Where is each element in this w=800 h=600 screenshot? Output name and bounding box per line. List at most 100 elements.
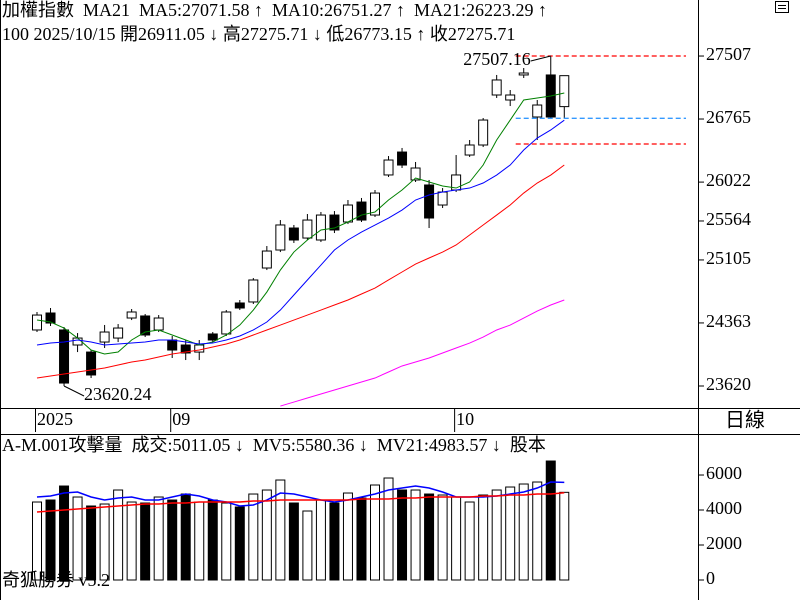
volume-bar bbox=[194, 501, 205, 581]
candle-body bbox=[153, 317, 164, 331]
candle-body bbox=[383, 159, 394, 176]
candle-body bbox=[45, 312, 56, 324]
labels: 加權指數 MA21 MA5:27071.58 ↑ MA10:26751.27 ↑ MA2… bbox=[2, 0, 751, 588]
x-tick-label: 2025 bbox=[37, 409, 73, 429]
window-icon[interactable] bbox=[775, 1, 789, 13]
volume-bar bbox=[86, 505, 97, 581]
candle-body bbox=[32, 314, 42, 331]
legend-entry: MV5:5580.36 ↓ bbox=[253, 435, 368, 455]
candle-body bbox=[424, 184, 435, 219]
candle-body bbox=[194, 344, 205, 353]
volume-bar bbox=[113, 489, 124, 581]
volume-bar bbox=[370, 484, 380, 581]
candle-body bbox=[288, 227, 299, 241]
legend-entry: 成交:5011.05 ↓ bbox=[132, 435, 244, 455]
volume-bar bbox=[221, 502, 232, 581]
candle-body bbox=[248, 279, 259, 303]
y-tick-label: 2000 bbox=[706, 533, 742, 553]
ma-line bbox=[36, 92, 565, 355]
volume-bar bbox=[329, 502, 340, 581]
volume-bar bbox=[315, 499, 326, 581]
volume-bar bbox=[180, 493, 191, 581]
candle-body bbox=[315, 214, 326, 241]
volume-bar bbox=[72, 496, 83, 581]
candle-body bbox=[180, 344, 191, 354]
volume-bar bbox=[288, 502, 299, 581]
y-tick-label: 25105 bbox=[706, 248, 751, 268]
candle-body bbox=[491, 79, 502, 96]
volume-bar bbox=[424, 493, 435, 581]
volume-bar bbox=[464, 501, 475, 581]
volume-bar bbox=[356, 497, 367, 581]
volume-plot bbox=[32, 460, 570, 581]
ma-line bbox=[36, 119, 565, 346]
candle-body bbox=[559, 75, 570, 108]
candle-body bbox=[86, 351, 97, 376]
chart-title: 加權指數 bbox=[2, 0, 74, 20]
volume-bar bbox=[518, 483, 529, 581]
ma-line bbox=[280, 299, 565, 407]
candle-body bbox=[478, 119, 489, 146]
volume-bar bbox=[559, 491, 570, 581]
y-tick-label: 6000 bbox=[706, 463, 742, 483]
volume-bar bbox=[532, 481, 543, 581]
candle-body bbox=[207, 333, 218, 341]
volume-average bbox=[36, 492, 565, 513]
volume-bar bbox=[342, 492, 353, 581]
ma-line bbox=[36, 164, 565, 379]
candle-body bbox=[167, 339, 178, 351]
volume-bar bbox=[437, 494, 448, 581]
price-plot bbox=[32, 55, 686, 407]
volume-bar bbox=[32, 501, 42, 581]
volume-bar bbox=[410, 489, 421, 581]
volume-bar bbox=[234, 506, 245, 581]
candle-body bbox=[140, 315, 151, 336]
candle-body bbox=[410, 167, 421, 181]
volume-bar bbox=[140, 502, 151, 581]
volume-bar bbox=[302, 510, 313, 581]
legend-entry: MA10:26751.27 ↑ bbox=[272, 0, 405, 20]
candle-body bbox=[234, 302, 245, 309]
candle-body bbox=[113, 327, 124, 339]
volume-bar bbox=[451, 496, 462, 581]
candle-body bbox=[72, 337, 83, 346]
volume-bar bbox=[505, 486, 516, 581]
volume-bar bbox=[275, 479, 286, 581]
candle-body bbox=[99, 331, 110, 343]
y-tick-label: 27507 bbox=[706, 44, 751, 64]
chart-subtitle: MA21 bbox=[83, 0, 130, 20]
x-tick-label: 10 bbox=[456, 409, 474, 429]
annotation-leader bbox=[63, 385, 85, 397]
y-tick-label: 26022 bbox=[706, 170, 751, 190]
candle-body bbox=[505, 94, 516, 101]
candle-body bbox=[518, 72, 529, 76]
y-tick-label: 26765 bbox=[706, 107, 751, 127]
volume-bar bbox=[397, 489, 408, 581]
volume-bar bbox=[545, 460, 556, 581]
annotation-leader bbox=[530, 55, 551, 62]
candle-body bbox=[261, 250, 272, 269]
volume-bar bbox=[383, 477, 394, 581]
legend-entry: 股本 bbox=[510, 435, 546, 455]
volume-bar bbox=[491, 489, 502, 581]
footer: 奇狐勝券 v5.2 bbox=[2, 570, 110, 590]
y-tick-label: 25564 bbox=[706, 209, 751, 229]
y-tick-label: 23620 bbox=[706, 374, 751, 394]
legend-entry: MA5:27071.58 ↑ bbox=[139, 0, 263, 20]
candle-body bbox=[59, 329, 70, 384]
candle-body bbox=[532, 104, 543, 118]
volume-bar bbox=[45, 499, 56, 581]
candle-body bbox=[275, 224, 286, 251]
y-tick-label: 0 bbox=[706, 568, 715, 588]
chart-title: A-M.001攻擊量 bbox=[2, 435, 123, 455]
volume-bar bbox=[153, 496, 164, 581]
candle-body bbox=[221, 311, 232, 335]
volume-bar bbox=[167, 499, 178, 581]
volume-bar bbox=[99, 503, 110, 581]
icon-box[interactable] bbox=[775, 1, 789, 13]
candle-body bbox=[356, 201, 367, 221]
candle-body bbox=[437, 191, 448, 206]
candle-body bbox=[302, 219, 313, 239]
legend-entry: MA21:26223.29 ↑ bbox=[414, 0, 547, 20]
